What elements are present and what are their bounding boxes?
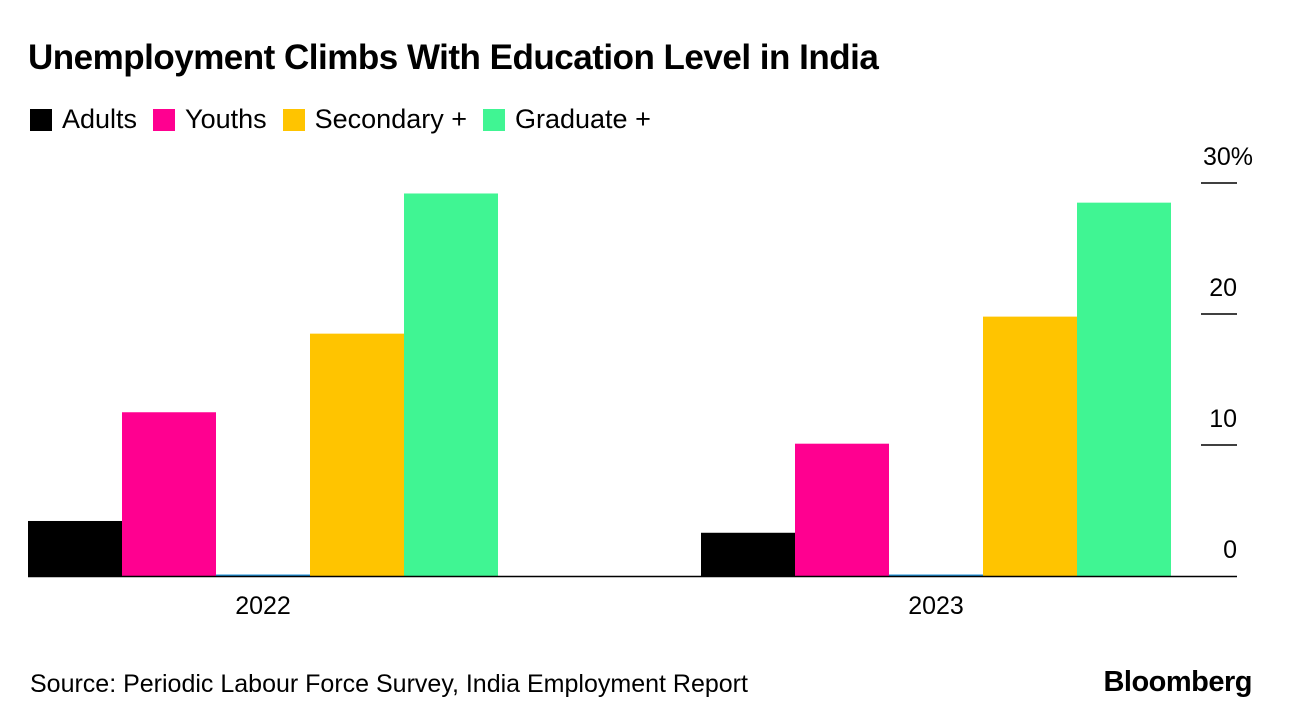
legend-swatch-adults (30, 108, 52, 131)
y-tick-label-20: 20 (1209, 274, 1237, 302)
bar-adults-2022 (28, 520, 122, 576)
y-tick-label-30: 30% (1203, 143, 1253, 171)
x-tick-label-2023: 2023 (908, 592, 964, 620)
bloomberg-logo: Bloomberg (1103, 666, 1252, 698)
bar-graduate-2023 (1077, 202, 1171, 576)
legend: Adults Youths Secondary + Graduate + (30, 104, 667, 135)
legend-label-graduate: Graduate + (515, 104, 651, 134)
legend-swatch-graduate (483, 108, 505, 131)
bar-graduate-2022 (404, 193, 498, 577)
bar-unlabeled-2023 (889, 574, 983, 576)
chart-title: Unemployment Climbs With Education Level… (28, 38, 879, 77)
legend-swatch-youths (153, 108, 176, 131)
y-tick-label-10: 10 (1209, 405, 1237, 433)
legend-item-youths: Youths (153, 104, 267, 135)
bar-youths-2023 (795, 443, 889, 576)
source-note: Source: Periodic Labour Force Survey, In… (30, 670, 748, 698)
legend-label-adults: Adults (62, 104, 138, 134)
y-tick-label-0: 0 (1223, 536, 1237, 564)
legend-item-graduate: Graduate + (483, 104, 651, 135)
legend-swatch-secondary (282, 108, 305, 131)
x-tick-label-2022: 2022 (235, 592, 291, 620)
bar-unlabeled-2022 (216, 574, 310, 576)
legend-item-secondary: Secondary + (282, 104, 467, 135)
bar-youths-2022 (122, 412, 216, 576)
bar-secondary-2023 (983, 316, 1077, 576)
legend-item-adults: Adults (30, 104, 137, 135)
legend-label-secondary: Secondary + (314, 104, 467, 134)
bar-adults-2023 (701, 532, 795, 576)
legend-label-youths: Youths (185, 104, 267, 134)
bar-secondary-2022 (310, 333, 404, 576)
